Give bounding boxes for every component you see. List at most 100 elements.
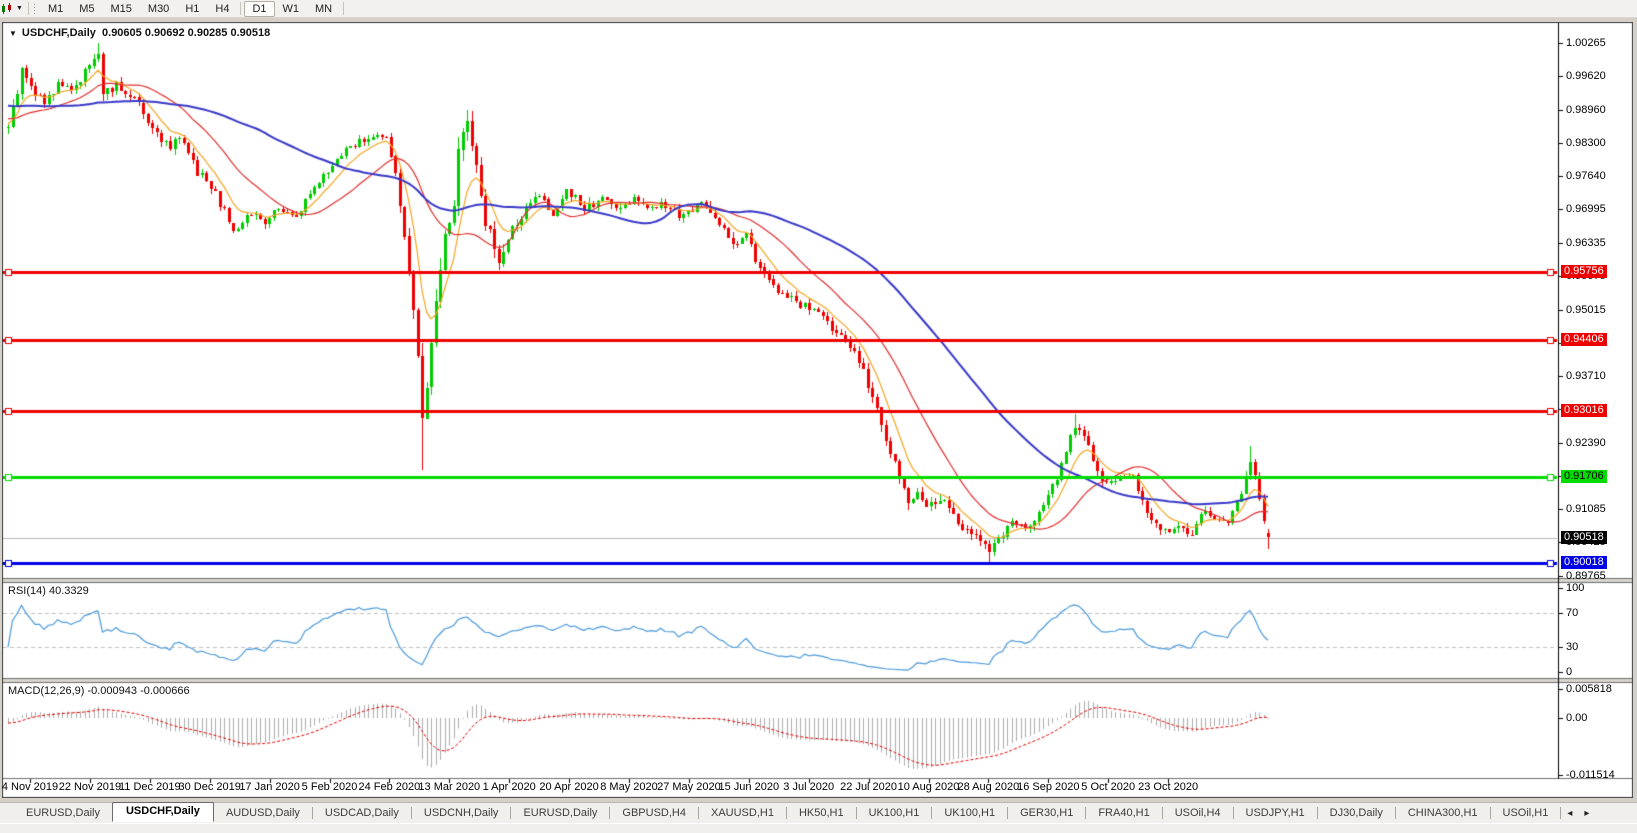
date-label: 17 Jan 2020	[239, 781, 300, 793]
chevron-down-icon: ▼	[16, 5, 23, 12]
toolbar-grip-handle[interactable]	[32, 2, 37, 15]
chart-tab-eurusd-daily[interactable]: EURUSD,Daily	[523, 806, 598, 819]
date-label: 20 Apr 2020	[539, 781, 599, 793]
price-tick-label: 0.89765	[1566, 569, 1606, 582]
toolbar-separator	[240, 2, 242, 15]
chart-symbol-label: USDCHF,Daily	[21, 27, 96, 39]
tab-separator	[931, 807, 933, 819]
price-tick-label: 0.93710	[1566, 369, 1606, 382]
price-tick-label: 0.97640	[1566, 170, 1606, 183]
price-tick-label: 1.00265	[1566, 37, 1606, 50]
date-label: 13 Mar 2020	[418, 781, 481, 793]
chart-tab-usdcad-daily[interactable]: USDCAD,Daily	[324, 806, 399, 819]
chart-tab-uk100-h1[interactable]: UK100,H1	[944, 806, 996, 819]
chart-tab-usdchf-daily[interactable]: USDCHF,Daily	[111, 802, 214, 822]
status-bar	[0, 823, 1637, 833]
tab-separator	[1560, 807, 1562, 819]
price-tick-label: 0.98300	[1566, 137, 1606, 150]
current-price-label: 0.90518	[1561, 530, 1607, 544]
date-label: 5 Feb 2020	[301, 781, 358, 793]
toolbar-separator	[343, 2, 345, 15]
price-tick-label: 0.96335	[1566, 236, 1606, 249]
rsi-tick-label: 70	[1566, 607, 1579, 620]
price-tick-label: 0.92390	[1566, 436, 1606, 449]
rsi-tick-label: 0	[1566, 666, 1573, 678]
tab-separator	[609, 807, 611, 819]
price-tick-label: 0.91085	[1566, 502, 1606, 515]
date-label: 10 Aug 2020	[897, 781, 960, 793]
date-label: 24 Feb 2020	[358, 781, 421, 793]
price-tick-label: 0.96995	[1566, 203, 1606, 216]
tab-separator	[1161, 807, 1163, 819]
chart-tab-dj30-daily[interactable]: DJ30,Daily	[1329, 806, 1383, 819]
chart-tab-eurusd-daily[interactable]: EURUSD,Daily	[26, 806, 100, 819]
date-label: 28 Aug 2020	[957, 781, 1020, 793]
chart-type-button[interactable]: ▼	[0, 2, 25, 15]
chart-dropdown-icon: ▼	[9, 29, 17, 38]
timeframe-button-m5[interactable]: M5	[79, 2, 95, 15]
tab-separator	[410, 807, 412, 819]
rsi-tick-label: 30	[1566, 640, 1579, 653]
chart-title[interactable]: ▼ USDCHF,Daily 0.90605 0.90692 0.90285 0.…	[9, 27, 270, 39]
tab-separator	[785, 807, 787, 819]
date-label: 11 Dec 2019	[119, 781, 181, 793]
timeframe-button-h4[interactable]: H4	[215, 2, 230, 15]
price-chart-canvas[interactable]	[2, 22, 1633, 798]
date-label: 16 Sep 2020	[1017, 781, 1080, 793]
tab-separator	[1232, 807, 1234, 819]
timeframe-button-m30[interactable]: M30	[147, 2, 170, 15]
hline-price-label: 0.94406	[1561, 333, 1607, 347]
date-label: 15 Jun 2020	[718, 781, 780, 793]
chart-tab-usoil-h1[interactable]: USOil,H1	[1502, 806, 1549, 819]
tab-separator	[1489, 807, 1491, 819]
price-tick-label: 0.99620	[1566, 70, 1606, 83]
chart-tab-bar: EURUSD,Daily USDCHF,Daily AUDUSD,Daily USDC…	[0, 802, 1637, 823]
chart-tab-usdcnh-daily[interactable]: USDCNH,Daily	[423, 806, 499, 819]
chart-tab-fra40-h1[interactable]: FRA40,H1	[1098, 806, 1150, 819]
hline-price-label: 0.91706	[1561, 470, 1607, 484]
timeframe-button-m15[interactable]: M15	[110, 2, 132, 15]
chart-tab-xauusd-h1[interactable]: XAUUSD,H1	[710, 806, 774, 819]
macd-indicator-label: MACD(12,26,9) -0.000943 -0.000666	[8, 685, 190, 697]
macd-tick-label: 0.005818	[1566, 683, 1612, 696]
macd-tick-label: 0.00	[1566, 712, 1588, 724]
price-tick-label: 0.95015	[1566, 303, 1606, 316]
date-label: 22 Jul 2020	[840, 781, 898, 793]
date-label: 8 May 2020	[600, 781, 658, 793]
tab-separator	[1394, 807, 1396, 819]
chart-tab-usdjpy-h1[interactable]: USDJPY,H1	[1245, 806, 1305, 819]
tab-separator	[697, 807, 699, 819]
timeframe-toolbar: ▼ M1 M5 M15 M30 H1 H4 D1 W1 MN	[0, 0, 1637, 18]
date-label: 30 Dec 2019	[178, 781, 241, 793]
price-tick-label: 0.98960	[1566, 103, 1606, 116]
hline-price-label: 0.93016	[1561, 403, 1607, 417]
timeframe-button-w1[interactable]: W1	[282, 2, 300, 15]
tab-separator	[1085, 807, 1087, 819]
toolbar-separator	[27, 2, 29, 15]
chart-window: ▼ USDCHF,Daily 0.90605 0.90692 0.90285 0.…	[2, 22, 1633, 798]
macd-tick-label: -0.011514	[1566, 768, 1615, 781]
date-label: 3 Jul 2020	[783, 781, 835, 793]
chart-tab-china300-h1[interactable]: CHINA300,H1	[1407, 806, 1478, 819]
tab-separator	[311, 807, 313, 819]
candlestick-chart-icon	[2, 2, 11, 14]
timeframe-button-m1[interactable]: M1	[47, 2, 64, 15]
tab-scroll-next-icon[interactable]: ▸	[1584, 807, 1590, 819]
chart-tab-audusd-daily[interactable]: AUDUSD,Daily	[225, 806, 300, 819]
timeframe-buttons-group: M1 M5 M15 M30 H1 H4 D1 W1 MN	[40, 0, 340, 17]
chart-tab-ger30-h1[interactable]: GER30,H1	[1020, 806, 1074, 819]
tab-separator	[855, 807, 857, 819]
chart-tab-hk50-h1[interactable]: HK50,H1	[798, 806, 844, 819]
chart-tab-uk100-h1[interactable]: UK100,H1	[868, 806, 920, 819]
timeframe-button-h1[interactable]: H1	[185, 2, 200, 15]
tab-scroll-prev-icon[interactable]: ◂	[1567, 807, 1573, 819]
chart-tab-usoil-h4[interactable]: USOil,H4	[1174, 806, 1221, 819]
date-label: 4 Nov 2019	[1, 781, 59, 793]
timeframe-button-mn[interactable]: MN	[315, 2, 333, 15]
rsi-indicator-label: RSI(14) 40.3329	[8, 585, 89, 597]
date-label: 1 Apr 2020	[482, 781, 536, 793]
timeframe-button-d1[interactable]: D1	[244, 0, 275, 17]
chart-tab-gbpusd-h4[interactable]: GBPUSD,H4	[622, 806, 686, 819]
hline-price-label: 0.90018	[1561, 556, 1607, 569]
